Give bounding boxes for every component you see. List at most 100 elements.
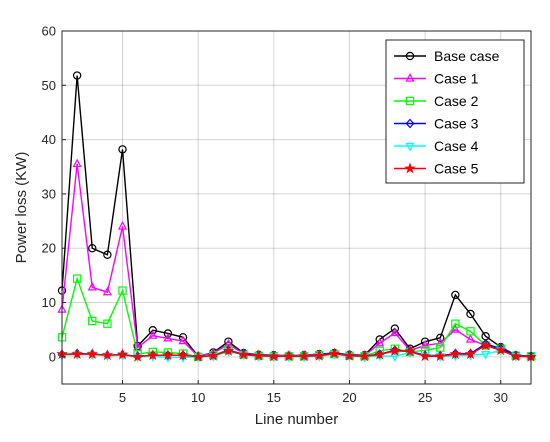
legend-label: Case 4 xyxy=(434,138,479,154)
data-point xyxy=(88,244,97,253)
data-point xyxy=(464,348,477,360)
data-point xyxy=(313,349,326,361)
plot-area-frame xyxy=(61,30,532,385)
data-point xyxy=(465,333,476,343)
data-point xyxy=(102,286,112,296)
data-point xyxy=(103,250,112,259)
y-tick-label: 40 xyxy=(42,132,56,147)
data-point xyxy=(466,309,475,319)
legend-marker xyxy=(405,118,415,129)
data-point xyxy=(358,350,371,362)
data-point xyxy=(479,339,492,351)
data-point xyxy=(328,347,341,359)
data-point xyxy=(435,337,445,347)
legend-box xyxy=(385,39,525,184)
y-axis-label: Power loss (KW) xyxy=(13,152,30,264)
legend-marker xyxy=(405,73,415,82)
data-point xyxy=(162,349,174,361)
data-point xyxy=(481,338,491,349)
data-point xyxy=(420,339,430,349)
x-axis-label: Line number xyxy=(255,411,338,428)
legend-item: Case 1 xyxy=(394,71,479,87)
data-point xyxy=(163,329,173,338)
x-tick-label: 5 xyxy=(119,390,126,405)
data-point xyxy=(451,290,460,300)
legend-item: Case 5 xyxy=(394,161,479,177)
data-point xyxy=(466,327,475,336)
data-point xyxy=(404,345,416,357)
legend-marker xyxy=(405,51,415,61)
data-point xyxy=(117,221,128,230)
data-point xyxy=(116,348,129,360)
legend-label: Case 1 xyxy=(434,71,479,87)
legend-label: Case 3 xyxy=(434,116,479,132)
y-tick-label: 50 xyxy=(42,78,56,93)
data-point xyxy=(450,324,460,333)
data-point xyxy=(510,350,522,362)
legend-label: Base case xyxy=(434,48,500,64)
data-point xyxy=(87,281,97,291)
x-tick-label: 15 xyxy=(267,390,281,405)
data-point xyxy=(148,330,158,339)
y-tick-label: 30 xyxy=(42,186,56,201)
data-point xyxy=(101,349,114,361)
legend-marker xyxy=(404,162,416,174)
legend: Base case Case 1 Case 2 Case 3 Case 4 Case 5 xyxy=(385,39,525,184)
y-tick-label: 10 xyxy=(42,295,56,310)
data-point xyxy=(148,326,157,335)
legend-marker xyxy=(405,142,415,152)
data-point xyxy=(163,332,173,342)
data-point xyxy=(389,344,401,356)
data-point xyxy=(343,349,356,361)
data-point xyxy=(434,350,447,362)
data-point xyxy=(283,350,295,362)
x-tick-label: 30 xyxy=(494,390,508,405)
legend-item: Case 3 xyxy=(394,116,479,132)
data-point xyxy=(71,348,83,360)
legend-marker xyxy=(405,96,415,106)
data-point xyxy=(118,145,127,154)
data-point xyxy=(237,348,250,360)
data-point xyxy=(267,350,280,362)
data-point xyxy=(192,350,204,362)
data-point xyxy=(118,286,127,295)
x-tick-label: 10 xyxy=(191,390,205,405)
data-point xyxy=(373,348,386,360)
data-point xyxy=(390,327,400,337)
x-tick-label: 25 xyxy=(418,390,432,405)
data-point xyxy=(178,335,188,345)
data-point xyxy=(375,337,385,347)
data-point xyxy=(207,349,220,361)
data-point xyxy=(390,353,400,362)
data-point xyxy=(88,316,97,326)
data-point xyxy=(298,350,310,362)
legend-label: Case 5 xyxy=(434,161,479,177)
data-point xyxy=(103,319,112,328)
data-point xyxy=(72,71,82,80)
axis-ticks: 5 10 15 20 25 30 0 10 20 30 40 50 60 xyxy=(42,24,508,406)
data-point xyxy=(72,274,82,283)
data-point xyxy=(146,349,159,361)
data-point xyxy=(436,333,445,343)
data-point xyxy=(86,348,99,360)
data-point xyxy=(131,350,144,362)
legend-label: Case 2 xyxy=(434,93,479,109)
data-point xyxy=(494,344,507,356)
data-point xyxy=(72,158,82,168)
data-point xyxy=(419,350,431,362)
legend-item: Case 2 xyxy=(394,93,479,109)
y-tick-label: 60 xyxy=(42,24,56,39)
y-tick-label: 20 xyxy=(42,241,56,256)
data-point xyxy=(252,349,265,361)
data-point xyxy=(222,344,235,356)
data-point xyxy=(481,351,491,360)
x-tick-label: 20 xyxy=(342,390,356,405)
series-6 xyxy=(56,339,537,362)
y-tick-label: 0 xyxy=(49,349,56,364)
legend-item: Base case xyxy=(394,48,500,64)
data-point xyxy=(177,349,189,361)
legend-item: Case 4 xyxy=(394,138,479,154)
data-point xyxy=(449,348,462,360)
data-point xyxy=(451,319,460,328)
